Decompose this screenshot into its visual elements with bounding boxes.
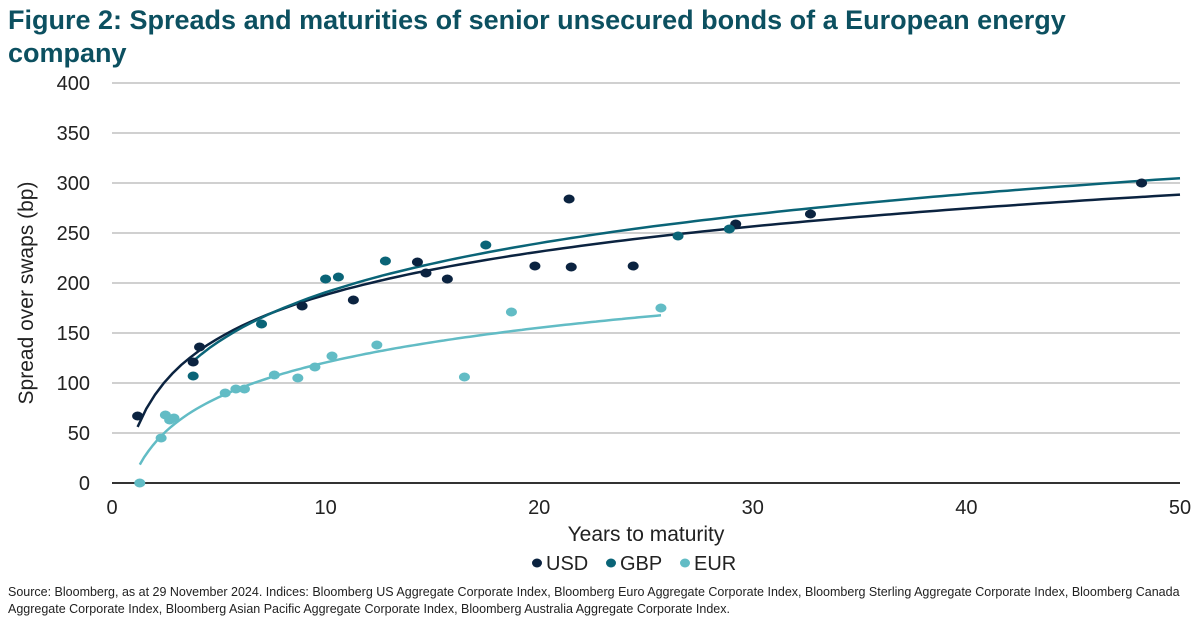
- legend-label-eur: EUR: [694, 553, 736, 575]
- data-point-eur: [134, 478, 146, 488]
- y-tick-label: 50: [68, 423, 90, 445]
- data-point-usd: [529, 261, 541, 271]
- scatter-chart: 0 50 100 150 200 250 300 350 400 0 10 20 30 40 50 Years…: [15, 73, 1191, 575]
- data-point-eur: [326, 351, 338, 361]
- legend-marker-usd: [532, 558, 542, 568]
- data-point-eur: [458, 372, 470, 382]
- x-tick-label: 20: [528, 497, 550, 519]
- data-point-eur: [292, 373, 304, 383]
- legend-label-gbp: GBP: [620, 553, 662, 575]
- trendline-gbp: [192, 176, 1181, 362]
- data-point-gbp: [480, 240, 492, 250]
- data-point-usd: [565, 262, 577, 272]
- data-point-eur: [505, 307, 517, 317]
- y-axis-label: Spread over swaps (bp): [15, 182, 38, 405]
- data-point-usd: [187, 357, 199, 367]
- data-point-usd: [1136, 178, 1148, 188]
- data-point-eur: [168, 413, 180, 423]
- data-point-gbp: [723, 224, 735, 234]
- data-point-usd: [347, 295, 359, 305]
- data-point-usd: [420, 268, 432, 278]
- data-point-eur: [238, 384, 250, 394]
- x-tick-label: 0: [106, 497, 117, 519]
- trendline-usd: [136, 193, 1181, 428]
- y-tick-label: 250: [57, 223, 90, 245]
- y-tick-label: 150: [57, 323, 90, 345]
- data-point-usd: [296, 301, 308, 311]
- legend-marker-gbp: [606, 558, 616, 568]
- y-tick-label: 100: [57, 373, 90, 395]
- data-point-eur: [219, 388, 231, 398]
- data-point-usd: [804, 209, 816, 219]
- x-tick-label: 50: [1169, 497, 1191, 519]
- data-point-gbp: [187, 371, 199, 381]
- data-point-usd: [194, 342, 206, 352]
- data-point-eur: [155, 433, 167, 443]
- y-tick-label: 200: [57, 273, 90, 295]
- legend-label-usd: USD: [546, 553, 588, 575]
- data-point-eur: [309, 362, 321, 372]
- data-point-usd: [411, 257, 423, 267]
- chart-title: Figure 2: Spreads and maturities of seni…: [8, 5, 1066, 68]
- y-tick-label: 350: [57, 123, 90, 145]
- data-point-gbp: [256, 319, 268, 329]
- data-point-gbp: [672, 231, 684, 241]
- data-point-gbp: [332, 272, 344, 282]
- data-point-eur: [655, 303, 667, 313]
- data-point-gbp: [320, 274, 332, 284]
- y-tick-label: 400: [57, 73, 90, 95]
- data-point-usd: [627, 261, 639, 271]
- data-point-usd: [441, 274, 453, 284]
- legend-marker-eur: [680, 558, 690, 568]
- x-axis-label: Years to maturity: [568, 523, 725, 546]
- data-point-eur: [371, 340, 383, 350]
- data-point-usd: [563, 194, 575, 204]
- data-point-eur: [230, 384, 242, 394]
- data-point-eur: [268, 370, 280, 380]
- x-tick-label: 10: [314, 497, 336, 519]
- y-tick-label: 300: [57, 173, 90, 195]
- data-point-usd: [132, 411, 144, 421]
- x-tick-label: 40: [955, 497, 977, 519]
- y-tick-label: 0: [79, 473, 90, 495]
- data-point-gbp: [379, 256, 391, 266]
- source-note: Source: Bloomberg, as at 29 November 202…: [8, 585, 1180, 616]
- x-tick-label: 30: [742, 497, 764, 519]
